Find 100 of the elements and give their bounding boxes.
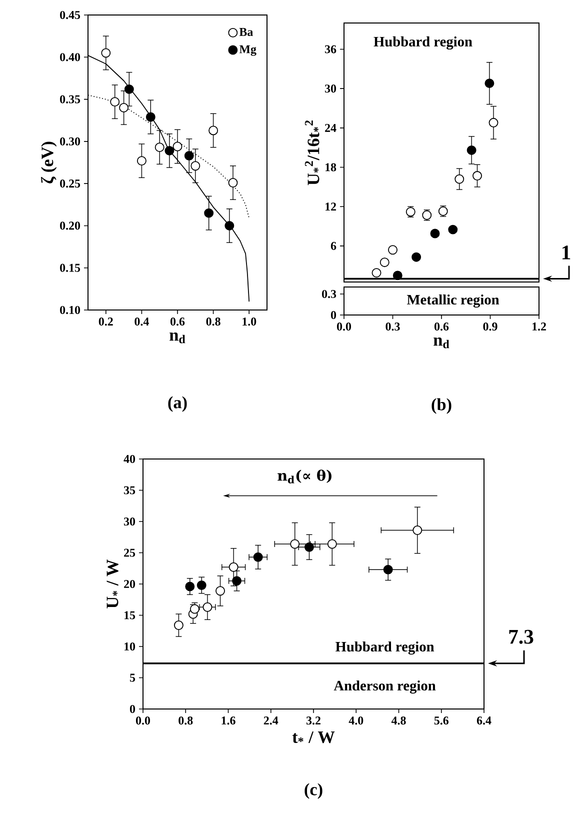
x-tick-label: 4.0 xyxy=(348,716,364,725)
point xyxy=(412,252,422,262)
x-tick-label: 1.2 xyxy=(532,322,546,331)
point xyxy=(232,576,242,586)
x-tick-label: 0.9 xyxy=(483,322,498,331)
point xyxy=(124,84,134,94)
x-tick-label: 3.2 xyxy=(306,716,320,725)
point xyxy=(392,270,402,280)
annotation: Hubbard region xyxy=(374,36,472,50)
point xyxy=(253,552,263,562)
x-tick-label: 0.8 xyxy=(178,716,193,725)
x-tick-label: 0.2 xyxy=(98,318,113,326)
point xyxy=(488,118,498,128)
y-tick-label: 18 xyxy=(325,163,336,172)
point xyxy=(101,48,111,58)
point xyxy=(196,580,206,590)
y-tick-label: 12 xyxy=(325,202,336,211)
point xyxy=(174,620,184,630)
x-tick-label: 1.0 xyxy=(242,318,256,326)
y-tick-label: 0 xyxy=(330,310,336,320)
point xyxy=(290,539,300,549)
y-tick-label: 35 xyxy=(124,486,136,494)
point xyxy=(202,602,212,612)
legend-label: Mg xyxy=(239,45,256,56)
point xyxy=(448,224,458,234)
point xyxy=(388,245,398,255)
point xyxy=(472,171,482,181)
y-tick-label: 6 xyxy=(330,242,336,250)
point xyxy=(372,268,382,278)
point xyxy=(190,161,200,171)
x-axis-title: t$_{*}$ / W xyxy=(292,731,335,744)
point xyxy=(484,78,494,88)
x-tick-label: 0.3 xyxy=(386,322,400,331)
y-tick-label: 0.3 xyxy=(322,290,336,298)
point xyxy=(208,126,218,136)
x-tick-label: 0.8 xyxy=(206,318,220,326)
y-tick-label: 30 xyxy=(324,84,336,93)
x-tick-label: 2.4 xyxy=(264,716,278,725)
point xyxy=(224,220,234,230)
point xyxy=(146,112,156,122)
annotation: n$_{d}$(∝ θ) xyxy=(278,470,332,484)
y-tick-label: 24 xyxy=(325,124,336,132)
y-tick-label: 25 xyxy=(124,548,136,557)
x-tick-label: 0.6 xyxy=(170,318,185,326)
point xyxy=(184,151,194,160)
y-tick-label: 0.15 xyxy=(60,264,80,272)
x-tick-label: 4.8 xyxy=(391,716,406,725)
x-tick-label: 6.4 xyxy=(476,716,492,725)
x-tick-label: 5.6 xyxy=(434,716,448,725)
x-tick-label: 0.0 xyxy=(136,716,150,725)
y-tick-label: 0.30 xyxy=(60,137,80,146)
x-tick-label: 0.0 xyxy=(336,322,352,331)
y-tick-label: 0.20 xyxy=(60,222,80,230)
text: (a) xyxy=(168,396,187,412)
y-tick-label: 0.35 xyxy=(60,95,80,104)
y-tick-label: 0.10 xyxy=(60,306,80,314)
legend-label: Ba xyxy=(239,28,253,36)
y-tick-label: 0.40 xyxy=(60,53,80,62)
y-tick-label: 40 xyxy=(124,454,136,464)
point xyxy=(383,564,393,574)
ref-line-label: 1 xyxy=(562,246,570,260)
x-axis-title: n$_{d}$ xyxy=(434,337,450,348)
y-axis-title: ζ (eV) xyxy=(40,142,57,184)
y-axis-title: U$_{*}$$^{2}$/16t$_{*}$2 xyxy=(304,120,320,186)
y-tick-label: 30 xyxy=(124,517,136,526)
x-axis-title: n$_{d}$ xyxy=(170,332,186,344)
y-axis-title: U$_{*}$ / W xyxy=(106,560,118,608)
annotation: Anderson region xyxy=(334,680,436,694)
point xyxy=(164,146,174,156)
x-tick-label: 1.6 xyxy=(222,716,236,725)
y-tick-label: 10 xyxy=(124,642,136,651)
point xyxy=(228,178,238,188)
point xyxy=(454,174,464,184)
point xyxy=(136,156,146,166)
point xyxy=(327,539,337,549)
annotation: Metallic region xyxy=(406,294,500,308)
x-tick-label: 0.6 xyxy=(434,322,449,331)
point xyxy=(228,562,238,572)
y-tick-label: 0.45 xyxy=(60,10,80,20)
point xyxy=(216,586,225,596)
annotation: Hubbard region xyxy=(336,641,434,655)
point xyxy=(154,142,164,152)
point xyxy=(304,542,314,552)
y-tick-label: 0 xyxy=(130,704,136,714)
point xyxy=(119,102,129,112)
point xyxy=(185,582,195,592)
point xyxy=(204,208,214,218)
point xyxy=(110,97,120,107)
point xyxy=(430,228,440,238)
point xyxy=(380,258,390,268)
y-tick-label: 36 xyxy=(324,45,336,54)
y-tick-label: 15 xyxy=(124,611,136,620)
text: (c) xyxy=(304,783,322,799)
y-tick-label: 20 xyxy=(124,580,136,588)
text: (b) xyxy=(432,398,452,414)
y-tick-label: 5 xyxy=(130,674,136,682)
point xyxy=(172,142,182,152)
ref-line-label: 7.3 xyxy=(509,630,534,644)
point xyxy=(412,526,422,535)
x-tick-label: 0.4 xyxy=(134,318,149,326)
